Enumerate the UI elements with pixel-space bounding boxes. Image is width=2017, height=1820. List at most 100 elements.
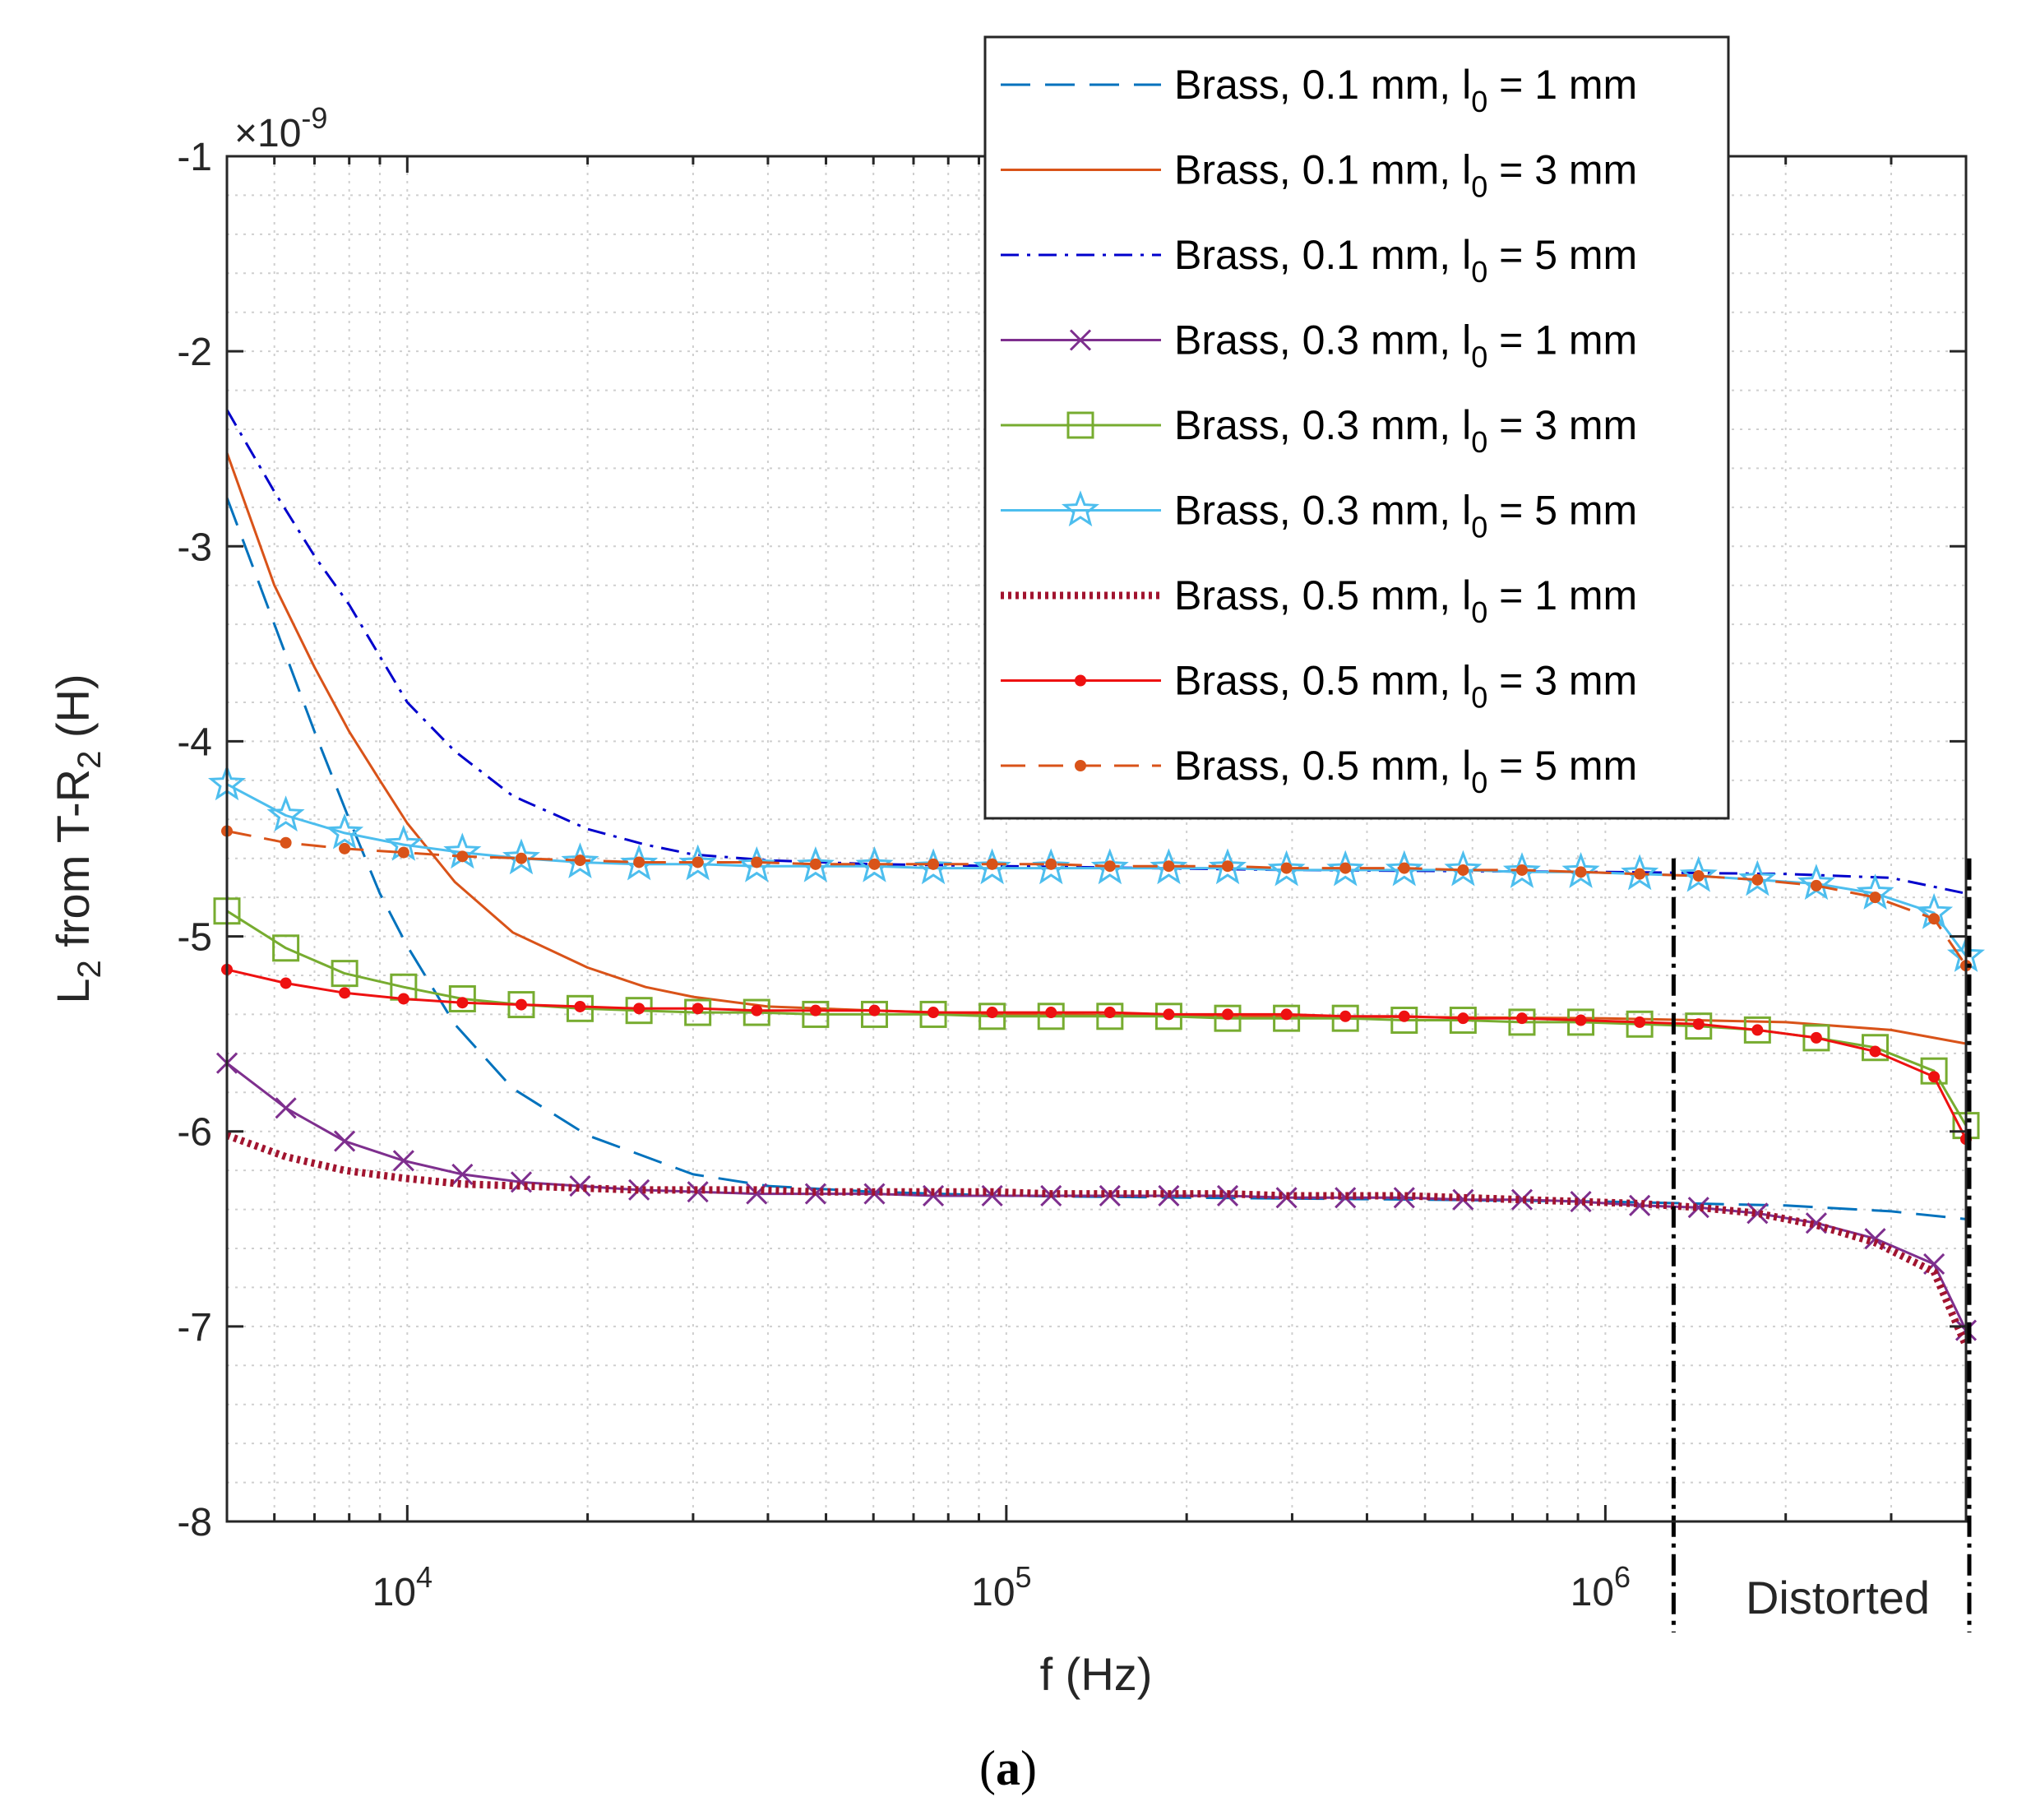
y-tick-label: -7 (177, 1306, 212, 1350)
marker-dot (339, 987, 351, 999)
legend-label: Brass, 0.5 mm, l0 = 1 mm (1174, 572, 1637, 629)
marker-x (1687, 1197, 1709, 1219)
marker-dot (1103, 860, 1116, 873)
marker-square (978, 1003, 1006, 1030)
legend-entry-1: Brass, 0.1 mm, l0 = 1 mm (1001, 62, 1637, 118)
marker-star (1061, 490, 1100, 527)
marker-star (1090, 848, 1129, 885)
marker-star (1208, 848, 1247, 885)
marker-star (1502, 852, 1542, 888)
marker-x (1393, 1187, 1415, 1209)
marker-dot (809, 858, 821, 870)
y-axis-label: L2 from T-R2 (H) (47, 674, 108, 1003)
marker-square (625, 997, 653, 1025)
marker-x (392, 1150, 414, 1172)
marker-square (1273, 1004, 1301, 1032)
marker-dot (868, 858, 881, 870)
marker-dot (751, 856, 763, 868)
marker-dot (1457, 864, 1469, 876)
marker-star (326, 813, 364, 850)
y-multiplier: ×10-9 (234, 101, 327, 155)
marker-dot (397, 846, 409, 859)
distorted-label: Distorted (1746, 1572, 1930, 1623)
marker-dot (633, 856, 645, 868)
legend-entry-4: Brass, 0.3 mm, l0 = 1 mm (1001, 317, 1637, 374)
marker-star (855, 845, 894, 882)
marker-dot (1457, 1012, 1469, 1025)
legend-entry-3: Brass, 0.1 mm, l0 = 5 mm (1001, 232, 1637, 289)
series-2 (225, 452, 1967, 1045)
marker-dot (515, 852, 527, 864)
legend-entry-7: Brass, 0.5 mm, l0 = 1 mm (1001, 572, 1637, 629)
marker-x (687, 1181, 709, 1203)
legend-label: Brass, 0.5 mm, l0 = 3 mm (1174, 658, 1637, 715)
marker-dot (574, 854, 586, 867)
marker-star (1561, 852, 1600, 888)
series-line (225, 452, 1967, 1045)
marker-dot (928, 1007, 940, 1019)
marker-square (802, 1000, 830, 1028)
marker-star (1444, 850, 1483, 887)
legend-entry-9: Brass, 0.5 mm, l0 = 5 mm (1001, 743, 1637, 799)
marker-square (1214, 1004, 1242, 1032)
marker-dot (1075, 760, 1086, 771)
marker-x (1069, 329, 1092, 351)
marker-dot (1869, 1045, 1881, 1058)
series-line (225, 409, 1967, 895)
marker-star (973, 848, 1011, 885)
series-3 (225, 409, 1967, 895)
marker-square (1096, 1003, 1124, 1030)
y-tick-label: -2 (177, 331, 212, 374)
marker-star (1679, 855, 1718, 892)
marker-square (742, 998, 770, 1026)
marker-x (275, 1097, 297, 1119)
marker-dot (1280, 1008, 1293, 1021)
marker-dot (1692, 1018, 1705, 1030)
marker-star (266, 795, 305, 832)
legend: Brass, 0.1 mm, l0 = 1 mm Brass, 0.1 mm, l… (983, 35, 1730, 820)
marker-dot (1751, 873, 1764, 886)
marker-dot (1515, 864, 1528, 876)
marker-star (502, 838, 541, 875)
marker-square (1037, 1003, 1065, 1030)
x-axis-label: f (Hz) (1040, 1648, 1153, 1700)
marker-dot (1103, 1007, 1116, 1019)
y-tick-label: -4 (177, 720, 212, 764)
marker-dot (633, 1003, 645, 1015)
marker-star (1267, 850, 1306, 887)
marker-dot (928, 858, 940, 870)
series-7 (225, 1132, 1970, 1348)
marker-x (1746, 1202, 1769, 1225)
marker-dot (280, 836, 292, 849)
marker-star (1326, 850, 1365, 887)
y-tick-label: -3 (177, 526, 212, 569)
marker-dot (809, 1004, 821, 1017)
marker-dot (1575, 866, 1587, 878)
marker-x (1452, 1188, 1474, 1211)
marker-dot (986, 1007, 998, 1019)
marker-dot (986, 858, 998, 870)
marker-dot (1634, 1016, 1646, 1028)
series-1 (225, 497, 1967, 1220)
marker-square (860, 1000, 888, 1028)
marker-dot (1045, 1007, 1057, 1019)
marker-x (569, 1175, 591, 1197)
marker-square (1626, 1010, 1654, 1038)
marker-dot (574, 1000, 586, 1012)
marker-dot (1515, 1012, 1528, 1025)
marker-square (331, 960, 359, 988)
marker-dot (515, 998, 527, 1011)
legend-entry-8: Brass, 0.5 mm, l0 = 3 mm (1001, 658, 1637, 715)
marker-square (272, 934, 300, 962)
legend-label: Brass, 0.5 mm, l0 = 5 mm (1174, 743, 1637, 799)
marker-square (566, 994, 594, 1022)
legend-label: Brass, 0.3 mm, l0 = 1 mm (1174, 317, 1637, 374)
marker-x (1629, 1194, 1651, 1216)
marker-star (561, 842, 599, 878)
marker-dot (1163, 1008, 1175, 1021)
marker-x (1805, 1212, 1827, 1234)
marker-x (334, 1130, 356, 1152)
y-tick-label: -5 (177, 916, 212, 960)
marker-dot (1045, 858, 1057, 870)
